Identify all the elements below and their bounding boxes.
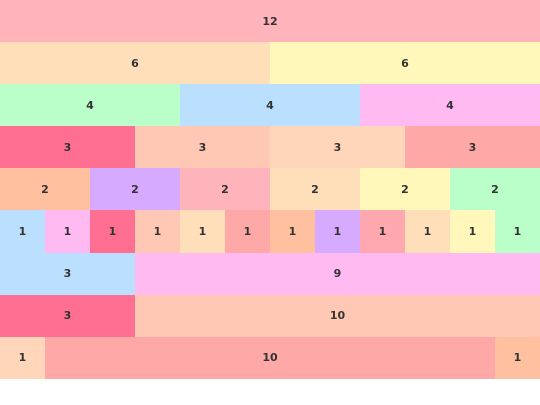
grid-cell: 10 [135,294,540,337]
grid-cell: 4 [180,84,360,127]
grid-row: 12 [0,0,540,43]
grid-cell: 1 [495,336,540,379]
grid-cell: 3 [135,126,270,169]
grid-cell: 3 [0,252,135,295]
grid-cell: 1 [180,210,225,253]
grid-cell: 1 [360,210,405,253]
grid-cell: 2 [0,168,90,211]
grid-cell: 3 [0,294,135,337]
grid-cell: 9 [135,252,540,295]
grid-cell: 1 [0,336,45,379]
grid-cell: 2 [360,168,450,211]
grid-cell: 10 [45,336,495,379]
grid-cell: 4 [360,84,540,127]
grid-cell: 1 [45,210,90,253]
grid-cell: 2 [450,168,540,211]
grid-cell: 1 [0,210,45,253]
grid-cell: 1 [270,210,315,253]
grid-cell: 1 [225,210,270,253]
grid-cell: 3 [0,126,135,169]
grid-cell: 1 [315,210,360,253]
grid-cell: 2 [270,168,360,211]
grid-cell: 12 [0,0,540,43]
grid-cell: 6 [270,42,540,85]
grid-cell: 3 [270,126,405,169]
grid-cell: 2 [90,168,180,211]
grid-cell: 1 [90,210,135,253]
grid-cell: 1 [405,210,450,253]
grid-cell: 1 [135,210,180,253]
grid-cell: 1 [450,210,495,253]
grid-cell: 2 [180,168,270,211]
grid-cell: 6 [0,42,270,85]
grid-row: 3 10 [0,294,540,337]
grid-row: 1 10 1 [0,336,540,379]
grid-cell: 4 [0,84,180,127]
grid-cell: 1 [495,210,540,253]
grid-cell: 3 [405,126,540,169]
grid: 12 6 6 4 4 4 3 3 3 3 2 2 2 2 2 2 1 1 1 1 1 1 1 1 1 1 1 1 3 9 3 10 1 10 1 [0,0,540,379]
